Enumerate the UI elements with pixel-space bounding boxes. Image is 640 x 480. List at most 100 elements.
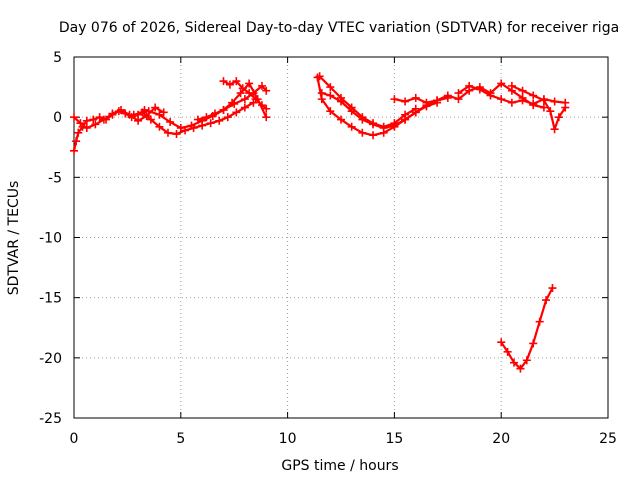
data-point — [337, 115, 345, 124]
data-point — [497, 95, 506, 104]
data-point — [159, 108, 168, 117]
data-point — [257, 101, 266, 110]
grid — [74, 57, 608, 418]
data-point — [76, 119, 85, 128]
data-point — [326, 91, 335, 100]
data-point — [262, 86, 271, 95]
series-arc-5 — [193, 79, 271, 124]
data-point — [155, 110, 164, 119]
y-tick-label: -5 — [48, 170, 62, 186]
data-point — [176, 123, 185, 132]
data-point — [70, 146, 78, 155]
data-point — [74, 128, 83, 137]
data-point — [465, 81, 474, 90]
data-point — [89, 115, 98, 124]
data-point — [240, 103, 249, 112]
data-point — [497, 338, 506, 347]
data-point — [91, 120, 100, 129]
data-point — [151, 103, 160, 112]
series-arc-6 — [219, 77, 271, 113]
data-point — [411, 93, 420, 102]
data-point — [82, 123, 91, 132]
tick-labels: 0 5 10 15 20 25 5 0 -5 -10 -15 -20 -25 — [39, 50, 617, 447]
data-point — [146, 115, 155, 124]
x-tick-label: 15 — [385, 431, 403, 447]
data-point — [95, 113, 104, 122]
data-point — [155, 122, 164, 131]
y-tick-label: 5 — [53, 50, 62, 66]
data-point — [337, 97, 345, 106]
x-tick-label: 25 — [599, 431, 617, 447]
data-point — [369, 120, 378, 129]
data-point — [187, 121, 196, 130]
data-point — [215, 116, 224, 125]
y-tick-label: -15 — [39, 291, 62, 307]
data-point — [219, 105, 228, 114]
data-point — [166, 117, 175, 126]
data-point — [369, 131, 378, 140]
data-point — [522, 356, 531, 365]
data-point — [542, 296, 551, 305]
series-arc-13 — [497, 284, 557, 373]
data-point — [138, 108, 147, 117]
data-point — [516, 364, 525, 373]
data-point — [163, 128, 172, 137]
data-point — [238, 84, 247, 93]
data-point — [262, 104, 271, 113]
data-point — [116, 105, 125, 114]
data-point — [245, 89, 254, 98]
data-point — [561, 103, 570, 112]
x-tick-label: 0 — [70, 431, 79, 447]
data-point — [529, 99, 538, 108]
data-point — [202, 113, 211, 122]
data-point — [486, 91, 495, 100]
data-point — [108, 109, 117, 118]
data-point — [443, 91, 452, 100]
y-tick-label: -10 — [39, 231, 62, 247]
data-point — [245, 79, 254, 88]
data-point — [206, 119, 215, 128]
data-point — [326, 83, 335, 92]
data-point — [134, 116, 143, 125]
data-point — [546, 107, 555, 116]
data-point — [390, 121, 399, 130]
data-point — [401, 115, 410, 124]
data-series — [70, 72, 570, 373]
data-point — [433, 96, 442, 105]
data-point — [240, 95, 249, 104]
data-point — [539, 96, 548, 105]
x-tick-label: 5 — [176, 431, 185, 447]
data-point — [228, 98, 237, 107]
data-point — [518, 86, 527, 95]
series-arc-3 — [129, 98, 258, 139]
data-point — [257, 81, 266, 90]
data-point — [510, 358, 519, 367]
data-point — [315, 72, 324, 81]
data-point — [390, 95, 399, 104]
data-point — [539, 103, 548, 112]
data-point — [507, 81, 516, 90]
data-point — [529, 91, 538, 100]
data-point — [99, 115, 108, 124]
y-tick-label: -20 — [39, 351, 62, 367]
data-point — [548, 284, 557, 293]
data-point — [347, 122, 356, 131]
data-point — [422, 98, 431, 107]
data-point — [497, 79, 506, 88]
series-arc-12 — [507, 81, 570, 134]
data-point — [232, 108, 241, 117]
series-arc-7 — [313, 73, 442, 140]
y-axis-label: SDTVAR / TECUs — [6, 181, 22, 296]
x-tick-label: 20 — [492, 431, 510, 447]
data-point — [210, 109, 219, 118]
data-point — [529, 339, 538, 348]
data-point — [358, 115, 367, 124]
data-point — [454, 89, 463, 98]
data-point — [554, 113, 563, 122]
data-point — [550, 125, 559, 134]
data-point — [251, 95, 260, 104]
y-tick-label: 0 — [53, 110, 62, 126]
data-point — [317, 89, 326, 98]
data-point — [379, 123, 388, 132]
